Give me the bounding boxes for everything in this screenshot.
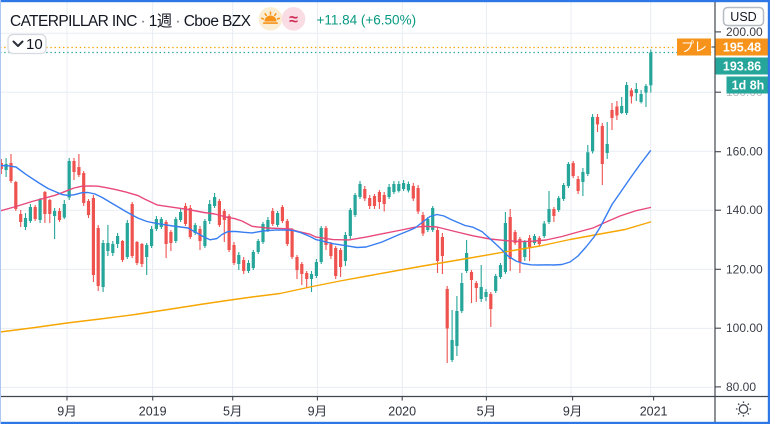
svg-text:140.00: 140.00 (726, 203, 763, 217)
svg-text:160.00: 160.00 (726, 145, 763, 159)
svg-text:200.00: 200.00 (726, 25, 763, 39)
svg-text:1d 8h: 1d 8h (732, 79, 765, 93)
svg-text:5月: 5月 (477, 405, 496, 419)
svg-text:+11.84 (+6.50%): +11.84 (+6.50%) (317, 13, 417, 28)
svg-text:プレ: プレ (681, 40, 707, 55)
svg-text:9月: 9月 (57, 405, 76, 419)
svg-text:9月: 9月 (308, 405, 327, 419)
svg-text:2019: 2019 (139, 405, 167, 419)
svg-text:120.00: 120.00 (726, 262, 763, 276)
svg-text:195.48: 195.48 (723, 41, 761, 55)
svg-text:5月: 5月 (223, 405, 242, 419)
svg-text:USD: USD (730, 10, 756, 24)
svg-text:2020: 2020 (388, 405, 416, 419)
svg-text:80.00: 80.00 (726, 380, 756, 394)
svg-text:100.00: 100.00 (726, 321, 763, 335)
svg-text:10: 10 (26, 36, 43, 53)
svg-text:2021: 2021 (640, 405, 668, 419)
svg-text:193.86: 193.86 (723, 60, 761, 74)
svg-text:9月: 9月 (563, 405, 582, 419)
svg-text:CATERPILLAR INC · 1週 · Cboe BZ: CATERPILLAR INC · 1週 · Cboe BZX (10, 12, 252, 30)
svg-text:≈: ≈ (289, 12, 298, 29)
